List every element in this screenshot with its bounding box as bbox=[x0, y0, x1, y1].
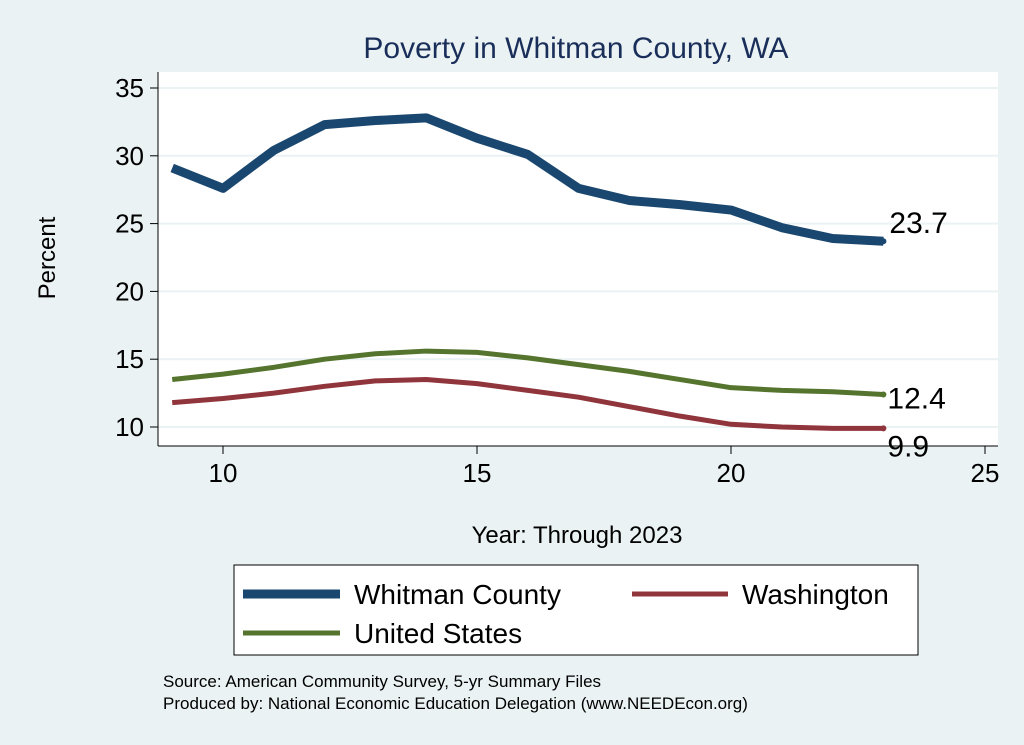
series-line-washington bbox=[172, 377, 884, 431]
end-value-label: 23.7 bbox=[889, 207, 947, 240]
y-tick-label: 25 bbox=[115, 209, 144, 239]
y-tick-label: 30 bbox=[115, 141, 144, 171]
x-tick-label: 20 bbox=[717, 458, 746, 488]
series-line-whitman-county bbox=[170, 113, 884, 246]
y-axis-label: Percent bbox=[34, 216, 61, 299]
y-tick-label: 15 bbox=[115, 344, 144, 374]
y-tick-label: 35 bbox=[115, 73, 144, 103]
y-tick-label: 20 bbox=[115, 276, 144, 306]
x-axis-label: Year: Through 2023 bbox=[472, 522, 683, 549]
series-end-point bbox=[880, 238, 887, 245]
legend-label-washington: Washington bbox=[742, 579, 889, 610]
producer-note: Produced by: National Economic Education… bbox=[163, 694, 748, 713]
series-line-united-states bbox=[171, 348, 884, 397]
end-value-label: 9.9 bbox=[887, 430, 929, 463]
x-tick-label: 15 bbox=[463, 458, 492, 488]
chart-title: Poverty in Whitman County, WA bbox=[363, 32, 788, 65]
end-value-label: 12.4 bbox=[887, 382, 945, 415]
series-end-point bbox=[880, 425, 887, 432]
y-tick-label: 10 bbox=[115, 412, 144, 442]
source-note: Source: American Community Survey, 5-yr … bbox=[163, 672, 601, 691]
series-end-point bbox=[880, 391, 887, 398]
legend: Whitman County Washington United States bbox=[233, 564, 919, 656]
legend-label-whitman: Whitman County bbox=[354, 579, 561, 610]
x-tick-label: 10 bbox=[209, 458, 238, 488]
legend-label-us: United States bbox=[354, 618, 522, 649]
x-tick-label: 25 bbox=[971, 458, 1000, 488]
